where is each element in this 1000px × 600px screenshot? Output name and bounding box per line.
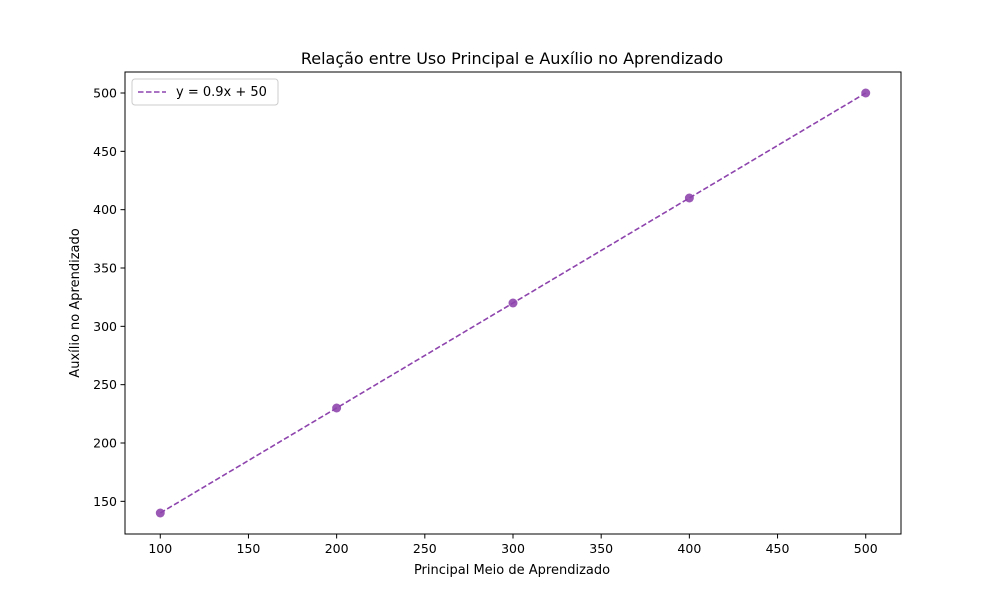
y-tick-label: 450 — [93, 144, 117, 159]
x-tick-label: 100 — [148, 541, 172, 556]
x-tick-label: 300 — [501, 541, 525, 556]
legend: y = 0.9x + 50 — [131, 78, 279, 106]
x-tick-label: 400 — [677, 541, 701, 556]
series-layer — [155, 88, 871, 518]
plot-frame — [124, 71, 902, 535]
x-axis-label: Principal Meio de Aprendizado — [414, 563, 610, 578]
x-tick-label: 350 — [589, 541, 613, 556]
y-tick-label: 300 — [93, 319, 117, 334]
y-tick-label: 500 — [93, 86, 117, 101]
x-tick-label: 150 — [237, 541, 261, 556]
y-tick-label: 250 — [93, 377, 117, 392]
x-axis-ticks: 100 150 200 250 300 350 400 450 500 — [148, 534, 878, 556]
y-tick-label: 200 — [93, 436, 117, 451]
x-tick-label: 450 — [766, 541, 790, 556]
legend-box — [131, 78, 279, 106]
y-axis-label: Auxílio no Aprendizado — [68, 228, 83, 377]
x-tick-label: 500 — [854, 541, 878, 556]
y-tick-label: 400 — [93, 202, 117, 217]
legend-entry-label: y = 0.9x + 50 — [176, 85, 267, 100]
fit-line — [159, 92, 867, 514]
y-tick-label: 350 — [93, 261, 117, 276]
x-tick-label: 250 — [413, 541, 437, 556]
y-tick-label: 150 — [93, 494, 117, 509]
y-axis-ticks: 150 200 250 300 350 400 450 500 — [93, 86, 125, 509]
x-tick-label: 200 — [325, 541, 349, 556]
chart-title: Relação entre Uso Principal e Auxílio no… — [301, 49, 723, 68]
data-point — [684, 193, 694, 203]
